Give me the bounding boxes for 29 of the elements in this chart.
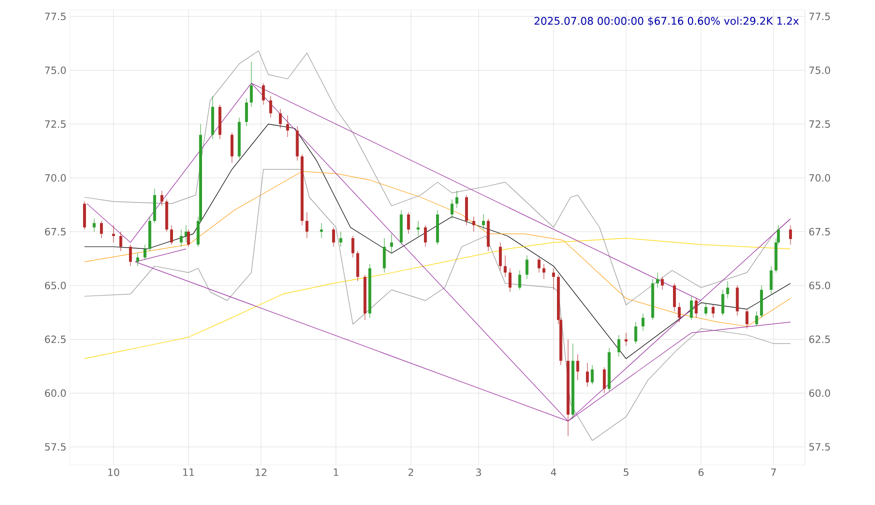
y2-tick-label: 77.5 (809, 12, 830, 20)
y-tick-label: 57.5 (45, 443, 66, 451)
y-tick-label: 60.0 (45, 389, 66, 397)
y2-tick-label: 75.0 (809, 66, 830, 74)
text: 2025.07.08 00:00:00 $67.16 0.60% vol:29.2K 1.2x (534, 16, 799, 26)
y-tick-label: 70.0 (45, 174, 66, 182)
y2-tick-label: 60.0 (809, 389, 830, 397)
x-tick-label: 10 (108, 468, 120, 476)
x-tick-label: 7 (771, 468, 776, 476)
x-tick-label: 12 (256, 468, 266, 476)
x-tick-label: 6 (698, 468, 704, 476)
y-tick-label: 75.0 (45, 66, 66, 74)
y2-tick-label: 72.5 (809, 120, 830, 128)
y2-tick-label: 70.0 (809, 174, 830, 182)
y2-tick-label: 67.5 (809, 228, 830, 236)
y2-tick-label: 62.5 (809, 336, 830, 344)
y-tick-label: 62.5 (45, 336, 66, 344)
y-tick-label: 72.5 (45, 120, 66, 128)
y-tick-label: 77.5 (45, 12, 66, 20)
y-tick-label: 65.0 (45, 282, 66, 290)
x-tick-label: 11 (183, 468, 194, 476)
x-tick-label: 4 (550, 468, 556, 476)
x-tick-label: 1 (334, 468, 338, 476)
y2-tick-label: 65.0 (809, 282, 830, 290)
x-tick-label: 5 (624, 468, 628, 476)
y2-tick-label: 57.5 (809, 443, 830, 451)
x-tick-label: 2 (408, 468, 414, 476)
x-tick-label: 3 (476, 468, 481, 476)
y-tick-label: 67.5 (45, 228, 66, 236)
